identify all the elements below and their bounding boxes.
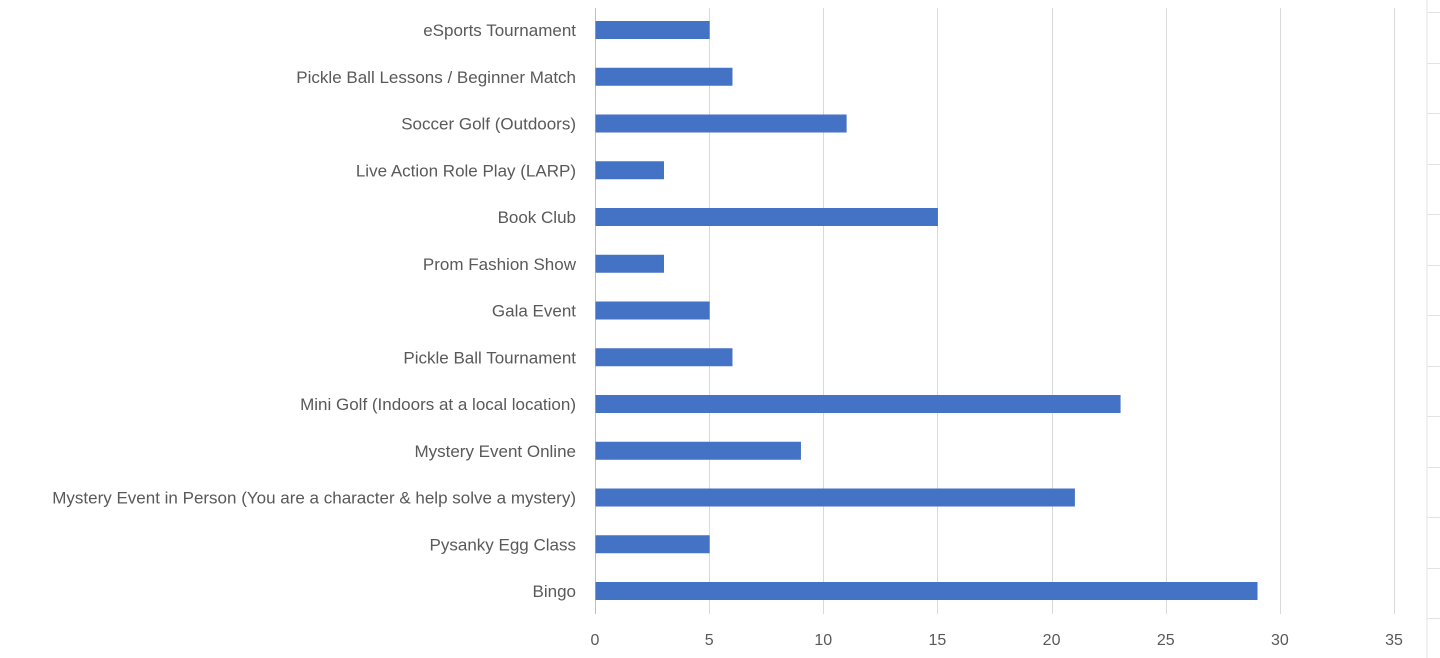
- x-tick-label: 15: [929, 632, 947, 649]
- x-tick-label: 30: [1271, 632, 1289, 649]
- category-label: Mystery Event Online: [414, 442, 576, 461]
- category-label: Pickle Ball Lessons / Beginner Match: [296, 68, 576, 87]
- x-tick-label: 25: [1157, 632, 1175, 649]
- category-label: Mini Golf (Indoors at a local location): [300, 395, 576, 414]
- category-label: Bingo: [533, 582, 576, 601]
- x-tick-label: 5: [705, 632, 714, 649]
- bar: [595, 21, 710, 39]
- category-label: Soccer Golf (Outdoors): [401, 115, 576, 134]
- gridlines: [595, 8, 1395, 614]
- x-tick-labels: 0 5 10 15 20 25 30 35: [591, 632, 1403, 649]
- category-label: Live Action Role Play (LARP): [356, 161, 576, 180]
- bar: [595, 395, 1121, 413]
- x-tick-label: 35: [1385, 632, 1403, 649]
- category-label: Prom Fashion Show: [423, 255, 577, 274]
- bars: [595, 21, 1258, 600]
- bar: [595, 582, 1258, 600]
- bar: [595, 348, 733, 367]
- x-tick-label: 0: [591, 632, 600, 649]
- bar: [595, 441, 801, 460]
- category-label: Book Club: [498, 208, 576, 227]
- category-label: Mystery Event in Person (You are a chara…: [52, 489, 576, 508]
- x-tick-label: 10: [814, 632, 832, 649]
- bar: [595, 114, 847, 133]
- sheet-edge: [1426, 0, 1440, 658]
- bar: [595, 535, 710, 554]
- x-tick-label: 20: [1043, 632, 1061, 649]
- category-label: Gala Event: [492, 302, 576, 321]
- bar: [595, 208, 938, 226]
- bar: [595, 488, 1075, 507]
- bar: [595, 161, 664, 180]
- category-label: eSports Tournament: [423, 21, 576, 40]
- bar: [595, 67, 733, 86]
- category-labels: eSports Tournament Pickle Ball Lessons / …: [52, 21, 576, 601]
- category-label: Pysanky Egg Class: [430, 535, 576, 554]
- bar: [595, 301, 710, 320]
- bar: [595, 254, 664, 273]
- category-label: Pickle Ball Tournament: [403, 348, 576, 367]
